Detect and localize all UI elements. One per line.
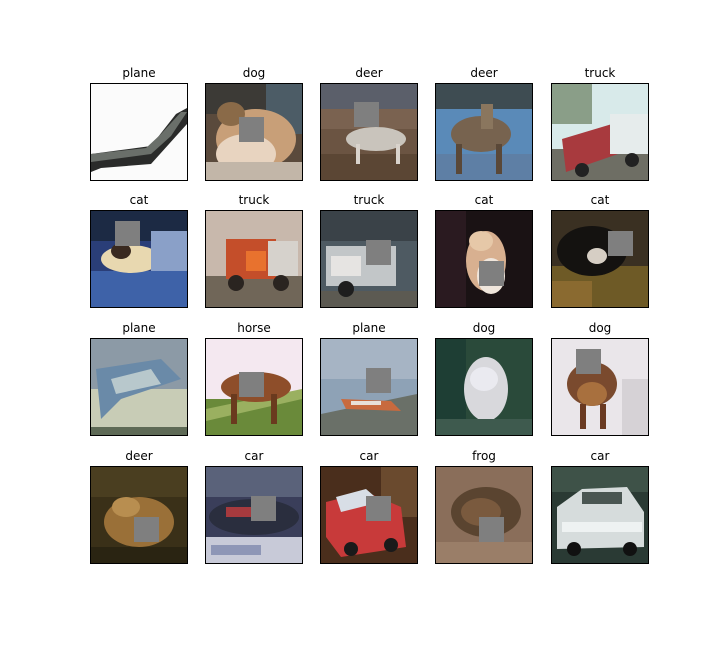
image-content: [206, 339, 302, 435]
image-class-label: dog: [242, 66, 266, 80]
image-thumbnail: [90, 466, 188, 564]
image-class-label: car: [590, 449, 610, 463]
cutout-patch: [115, 221, 140, 246]
image-thumbnail: [551, 338, 649, 436]
image-thumbnail: [320, 83, 418, 181]
cutout-patch: [576, 349, 601, 374]
image-class-label: plane: [122, 321, 156, 335]
image-thumbnail: [435, 466, 533, 564]
image-content: [206, 467, 302, 563]
image-class-label: truck: [353, 193, 385, 207]
image-thumbnail: [205, 210, 303, 308]
cutout-patch: [366, 496, 391, 521]
image-thumbnail: [205, 338, 303, 436]
image-thumbnail: [205, 83, 303, 181]
image-thumbnail: [320, 338, 418, 436]
image-content: [91, 339, 187, 435]
image-content: [321, 339, 417, 435]
cutout-patch: [239, 372, 264, 397]
image-content: [321, 211, 417, 307]
image-thumbnail: [205, 466, 303, 564]
image-thumbnail: [435, 210, 533, 308]
cutout-patch: [479, 261, 504, 286]
image-content: [91, 84, 187, 180]
image-thumbnail: [551, 466, 649, 564]
cutout-patch: [479, 517, 504, 542]
image-content: [552, 467, 648, 563]
image-thumbnail: [320, 210, 418, 308]
image-content: [91, 467, 187, 563]
image-content: [436, 339, 532, 435]
image-thumbnail: [320, 466, 418, 564]
cutout-patch: [608, 231, 633, 256]
image-class-label: dog: [588, 321, 612, 335]
image-class-label: dog: [472, 321, 496, 335]
cutout-patch: [251, 496, 276, 521]
cutout-patch: [366, 368, 391, 393]
image-class-label: deer: [125, 449, 153, 463]
image-thumbnail: [90, 210, 188, 308]
image-thumbnail: [90, 338, 188, 436]
image-content: [436, 84, 532, 180]
image-class-label: truck: [584, 66, 616, 80]
image-content: [436, 211, 532, 307]
image-class-label: deer: [355, 66, 383, 80]
image-thumbnail: [90, 83, 188, 181]
image-content: [206, 84, 302, 180]
image-class-label: plane: [352, 321, 386, 335]
image-class-label: cat: [474, 193, 494, 207]
image-class-label: truck: [238, 193, 270, 207]
image-content: [552, 84, 648, 180]
cutout-patch: [134, 517, 159, 542]
image-class-label: frog: [472, 449, 496, 463]
image-content: [321, 84, 417, 180]
cutout-patch: [354, 102, 379, 127]
image-class-label: deer: [470, 66, 498, 80]
image-thumbnail: [435, 338, 533, 436]
cutout-patch: [366, 240, 391, 265]
image-class-label: horse: [237, 321, 271, 335]
image-class-label: cat: [590, 193, 610, 207]
image-class-label: car: [359, 449, 379, 463]
image-class-label: plane: [122, 66, 156, 80]
image-content: [206, 211, 302, 307]
image-class-label: car: [244, 449, 264, 463]
image-content: [436, 467, 532, 563]
image-content: [552, 211, 648, 307]
image-thumbnail: [435, 83, 533, 181]
cutout-patch: [239, 117, 264, 142]
image-class-label: cat: [129, 193, 149, 207]
image-thumbnail: [551, 83, 649, 181]
image-thumbnail: [551, 210, 649, 308]
